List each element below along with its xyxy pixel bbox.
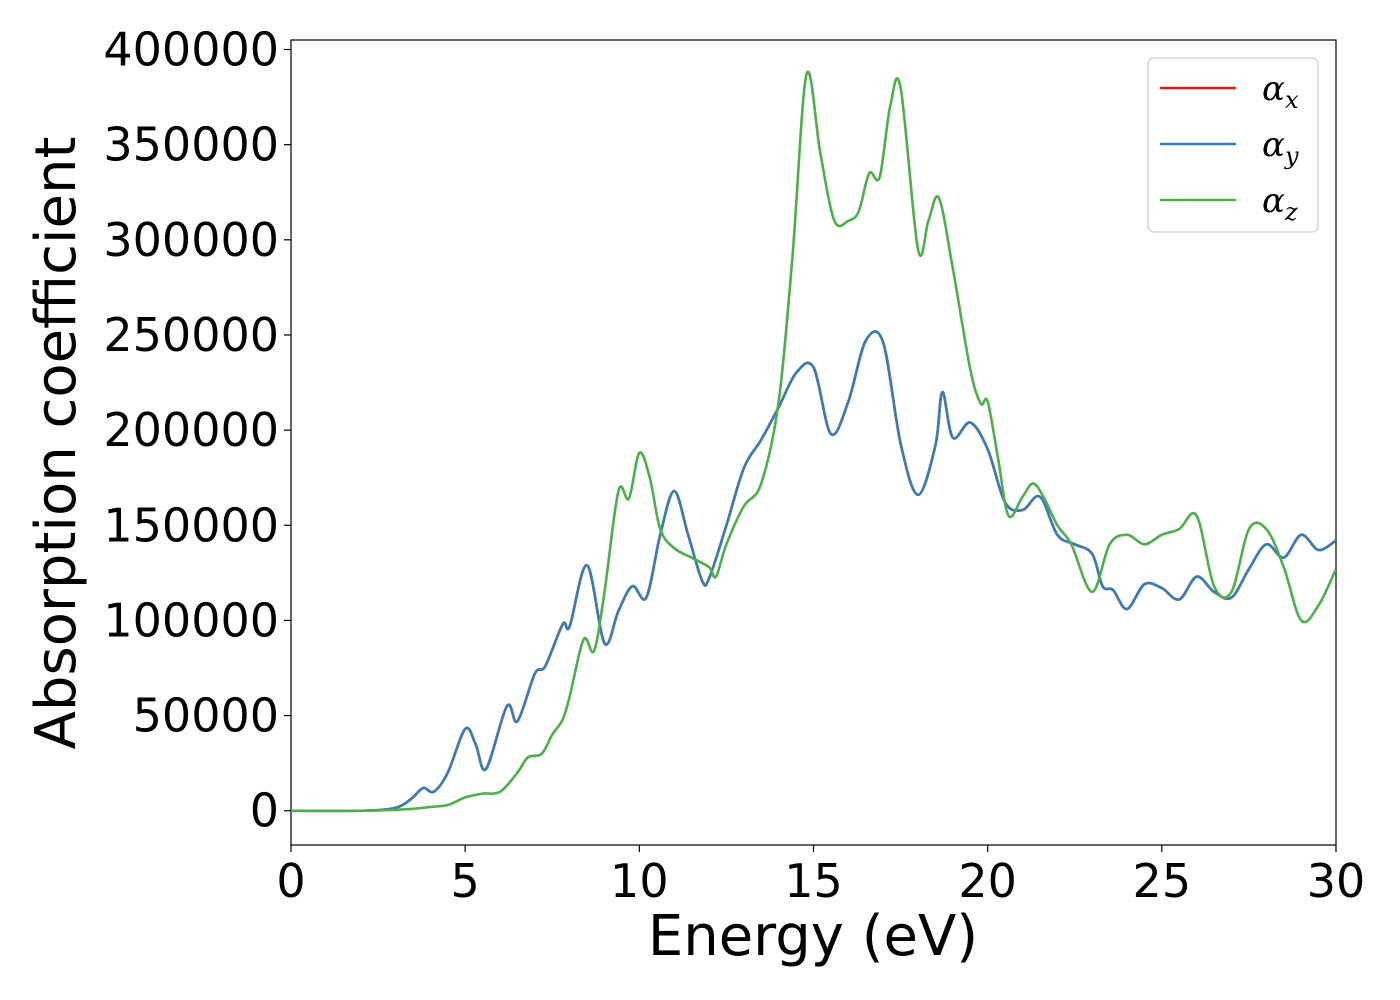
legend-subscript: y <box>1284 142 1299 170</box>
legend-subscript: z <box>1284 198 1298 226</box>
y-tick-label: 300000 <box>103 213 279 267</box>
y-axis-ticks: 0 50000 100000 150000 200000 250000 300000 3500… <box>103 23 291 838</box>
legend-symbol: α <box>1262 125 1285 165</box>
series-line-y <box>291 330 1336 813</box>
y-tick-label: 350000 <box>103 118 279 172</box>
y-tick-label: 250000 <box>103 308 279 362</box>
y-axis-label: Absorption coefficient <box>24 137 89 750</box>
legend-subscript: x <box>1285 86 1299 114</box>
x-tick-label: 5 <box>451 854 480 908</box>
y-tick-label: 200000 <box>103 403 279 457</box>
x-tick-label: 20 <box>958 854 1017 908</box>
x-tick-label: 0 <box>276 854 305 908</box>
y-tick-label: 100000 <box>103 593 279 647</box>
x-axis-label: Energy (eV) <box>648 904 978 969</box>
series-line-z <box>291 70 1336 813</box>
x-tick-label: 15 <box>784 854 843 908</box>
legend-label-x: αx <box>1262 69 1299 114</box>
legend-symbol: α <box>1262 181 1285 221</box>
series-layer <box>291 70 1336 813</box>
x-axis-ticks: 0 5 10 15 20 25 30 <box>276 845 1365 908</box>
legend-label-z: αz <box>1262 181 1298 226</box>
legend-symbol: α <box>1262 69 1285 109</box>
y-tick-label: 0 <box>250 784 279 838</box>
series-line-x <box>291 330 1336 813</box>
y-tick-label: 50000 <box>133 689 279 743</box>
x-tick-label: 30 <box>1307 854 1366 908</box>
x-tick-label: 10 <box>610 854 669 908</box>
x-tick-label: 25 <box>1133 854 1192 908</box>
legend-label-y: αy <box>1262 125 1299 170</box>
y-tick-label: 150000 <box>103 498 279 552</box>
y-tick-label: 400000 <box>103 23 279 77</box>
